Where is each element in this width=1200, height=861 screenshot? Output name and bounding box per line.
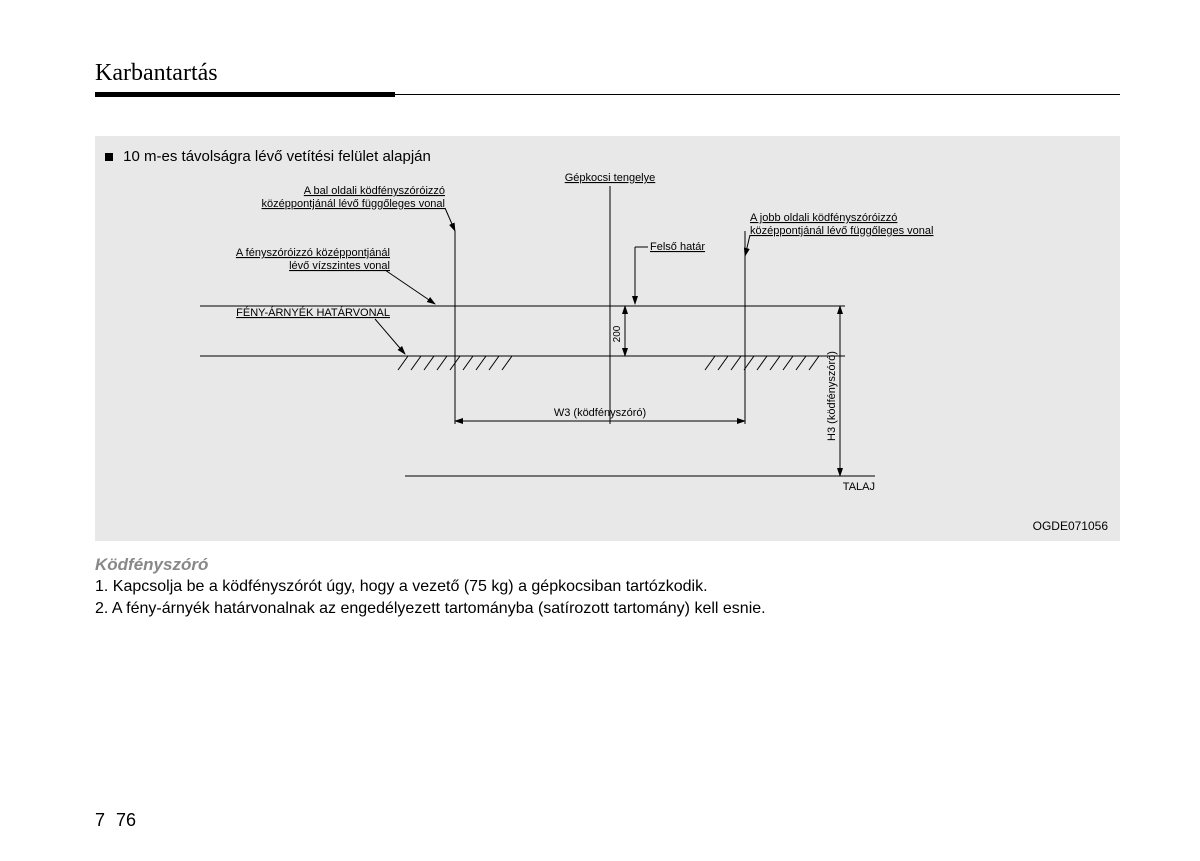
diagram-svg: Gépkocsi tengelye A bal oldali ködfénysz… <box>95 136 1120 541</box>
title-rule-thick <box>95 92 395 97</box>
axle-label: Gépkocsi tengelye <box>565 172 656 184</box>
page-number: 76 <box>116 810 136 830</box>
right-bulb-leader <box>745 235 750 256</box>
body-line-2: 2. A fény-árnyék határvonalnak az engedé… <box>95 600 766 618</box>
right-bulb-label-1: A jobb oldali ködfényszóróizzó <box>750 212 897 224</box>
page-footer: 7 76 <box>95 810 136 831</box>
chapter-number: 7 <box>95 810 105 830</box>
figure-code: OGDE071056 <box>1033 519 1108 533</box>
left-bulb-label-2: középpontjánál lévő függőleges vonal <box>262 198 445 210</box>
section-subhead: Ködfényszóró <box>95 555 208 575</box>
left-bulb-leader <box>445 208 455 231</box>
cutoff-label: FÉNY-ÁRNYÉK HATÁRVONAL <box>236 306 390 319</box>
center-horiz-leader <box>385 270 435 304</box>
figure-box: 10 m-es távolságra lévő vetítési felület… <box>95 136 1120 541</box>
center-horiz-label-1: A fényszóróizzó középpontjánál <box>236 247 390 259</box>
page: Karbantartás 10 m-es távolságra lévő vet… <box>0 0 1200 861</box>
w3-text: W3 (ködfényszóró) <box>554 407 646 419</box>
title-rule-thin <box>395 94 1120 95</box>
body-line-1: 1. Kapcsolja be a ködfényszórót úgy, hog… <box>95 578 708 596</box>
hatch-right <box>705 356 819 370</box>
right-bulb-label-2: középpontjánál lévő függőleges vonal <box>750 225 933 237</box>
ground-text: TALAJ <box>843 481 875 493</box>
h3-text: H3 (ködfényszóró) <box>826 351 838 441</box>
dim200-text: 200 <box>612 325 623 342</box>
center-horiz-label-2: lévő vízszintes vonal <box>289 260 390 272</box>
page-title: Karbantartás <box>95 60 218 87</box>
upper-limit-label: Felső határ <box>650 241 705 253</box>
left-bulb-label-1: A bal oldali ködfényszóróizzó <box>304 185 445 197</box>
cutoff-leader <box>375 319 405 354</box>
